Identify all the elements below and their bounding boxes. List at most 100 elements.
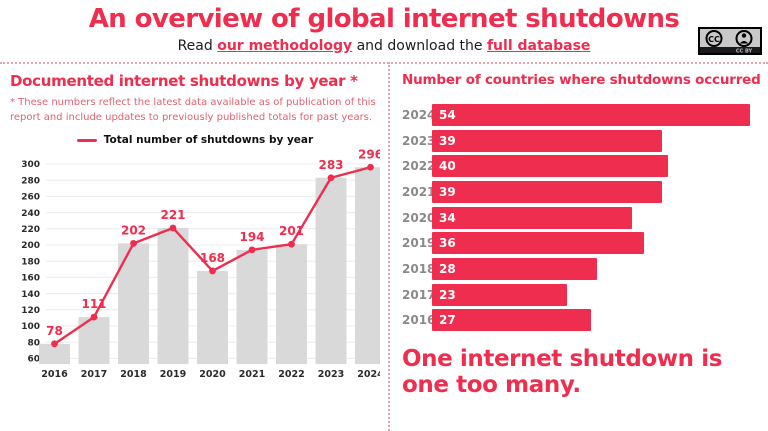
- data-point: [327, 174, 335, 182]
- tagline: One internet shutdown is one too many.: [402, 346, 723, 399]
- country-bar: 39: [432, 129, 662, 152]
- data-point-label: 194: [239, 230, 264, 244]
- country-bar-row: 2017 23: [402, 282, 768, 308]
- data-point-label: 78: [46, 324, 63, 338]
- country-bar-value: 34: [439, 210, 456, 225]
- right-chart-title: Number of countries where shutdowns occu…: [402, 72, 761, 88]
- footnote: * These numbers reflect the latest data …: [10, 97, 376, 123]
- data-point-label: 111: [81, 297, 106, 311]
- year-bar: [39, 343, 70, 365]
- data-point: [51, 340, 58, 348]
- y-axis-tick: 180: [21, 257, 40, 267]
- year-bar: [197, 270, 228, 365]
- subtitle-text: and download the: [352, 37, 487, 54]
- data-point: [130, 239, 137, 247]
- horizontal-divider: [0, 62, 768, 64]
- left-panel: Documented internet shutdowns by year * …: [0, 64, 388, 431]
- cc-by-badge[interactable]: CC CC BY: [698, 27, 762, 55]
- x-axis-tick: 2023: [318, 369, 344, 380]
- header: An overview of global internet shutdowns…: [0, 0, 768, 62]
- year-bar: [315, 177, 347, 365]
- x-axis-tick: 2017: [81, 369, 107, 380]
- country-row-year: 2017: [402, 287, 436, 302]
- country-bar-row: 2021 39: [402, 179, 768, 205]
- right-panel: Number of countries where shutdowns occu…: [390, 64, 768, 431]
- data-point-label: 296: [358, 148, 380, 161]
- database-link[interactable]: full database: [486, 37, 591, 54]
- country-row-year: 2016: [402, 313, 436, 328]
- country-bar-value: 28: [439, 261, 456, 276]
- country-bar: 28: [432, 257, 597, 280]
- country-bar: 27: [432, 309, 591, 332]
- country-bar: 54: [432, 103, 750, 126]
- data-point-label: 201: [279, 224, 304, 238]
- country-bar: 36: [432, 232, 644, 255]
- methodology-link[interactable]: our methodology: [217, 37, 353, 54]
- country-row-year: 2021: [402, 184, 436, 199]
- cc-by-icon: CC CC BY: [698, 27, 762, 55]
- year-bar: [355, 167, 380, 365]
- y-axis-tick: 160: [21, 274, 40, 284]
- cc-by-label: CC BY: [736, 49, 753, 55]
- countries-bar-chart: 2024 54 2023 39 2022 40 2021 39 2020 34 2019 36 2018…: [402, 102, 768, 333]
- x-axis-tick: 2024: [357, 369, 380, 380]
- data-point-label: 168: [200, 251, 225, 265]
- country-bar-row: 2018 28: [402, 256, 768, 282]
- svg-text:CC: CC: [708, 35, 720, 44]
- x-axis-tick: 2019: [160, 369, 186, 380]
- year-bar: [236, 249, 268, 365]
- y-axis-tick: 220: [21, 225, 40, 235]
- country-bar-value: 27: [439, 313, 456, 328]
- data-point: [169, 224, 177, 232]
- data-point: [209, 267, 216, 275]
- country-row-year: 2022: [402, 159, 436, 174]
- country-row-year: 2020: [402, 210, 436, 225]
- country-bar-value: 54: [439, 107, 456, 122]
- y-axis-tick: 140: [21, 290, 40, 300]
- country-row-year: 2024: [402, 107, 436, 122]
- legend-label: Total number of shutdowns by year: [103, 134, 314, 146]
- country-bar-value: 40: [439, 159, 456, 174]
- country-bar-row: 2020 34: [402, 205, 768, 231]
- country-row-year: 2019: [402, 236, 436, 251]
- subtitle-text: Read: [177, 37, 218, 54]
- country-row-year: 2023: [402, 133, 436, 148]
- x-axis-tick: 2016: [41, 369, 68, 380]
- country-bar: 34: [432, 206, 633, 229]
- data-point-label: 202: [121, 223, 146, 237]
- year-bar: [276, 244, 307, 365]
- x-axis-tick: 2020: [199, 369, 226, 380]
- y-axis-tick: 300: [21, 160, 40, 170]
- shutdowns-by-year-chart: 60 80 100 120 140 160 180 200 220 240 260 280 300 201…: [21, 148, 380, 380]
- country-bar-value: 36: [439, 236, 456, 251]
- country-bar-row: 2016 27: [402, 308, 768, 334]
- page-title: An overview of global internet shutdowns: [88, 4, 680, 34]
- y-axis-tick: 120: [21, 306, 40, 316]
- subtitle: Read our methodology and download the fu…: [0, 38, 768, 54]
- year-bar: [157, 227, 189, 365]
- country-bar: 40: [432, 155, 668, 178]
- country-bar: 39: [432, 180, 662, 203]
- country-bar-value: 23: [439, 287, 456, 302]
- vertical-divider: [388, 62, 390, 431]
- country-bar-row: 2024 54: [402, 102, 768, 128]
- x-axis-tick: 2018: [120, 369, 147, 380]
- country-row-year: 2018: [402, 261, 436, 276]
- y-axis-tick: 280: [21, 176, 40, 186]
- y-axis-tick: 60: [27, 355, 40, 365]
- x-axis-tick: 2022: [278, 369, 304, 380]
- legend: Total number of shutdowns by year: [10, 134, 380, 146]
- y-axis-tick: 80: [27, 338, 40, 348]
- x-axis-tick: 2021: [239, 369, 265, 380]
- country-bar-value: 39: [439, 133, 456, 148]
- data-point-label: 221: [160, 208, 185, 222]
- data-point-label: 283: [318, 158, 343, 172]
- y-axis-tick: 260: [21, 193, 40, 203]
- country-bar-row: 2019 36: [402, 230, 768, 256]
- y-axis-tick: 240: [21, 209, 40, 219]
- data-point: [90, 313, 98, 321]
- left-chart-title: Documented internet shutdowns by year *: [10, 72, 358, 90]
- country-bar: 23: [432, 283, 568, 306]
- y-axis-tick: 100: [21, 322, 40, 332]
